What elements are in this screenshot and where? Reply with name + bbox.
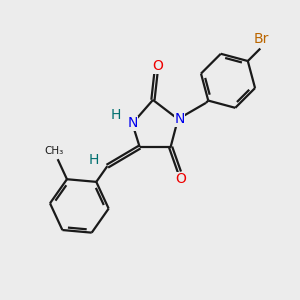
Text: N: N: [127, 116, 137, 130]
Text: H: H: [89, 153, 99, 167]
Text: Br: Br: [254, 32, 269, 46]
Text: CH₃: CH₃: [44, 146, 64, 156]
Text: H: H: [111, 108, 121, 122]
Text: O: O: [152, 59, 163, 73]
Text: O: O: [176, 172, 186, 186]
Text: N: N: [174, 112, 184, 126]
